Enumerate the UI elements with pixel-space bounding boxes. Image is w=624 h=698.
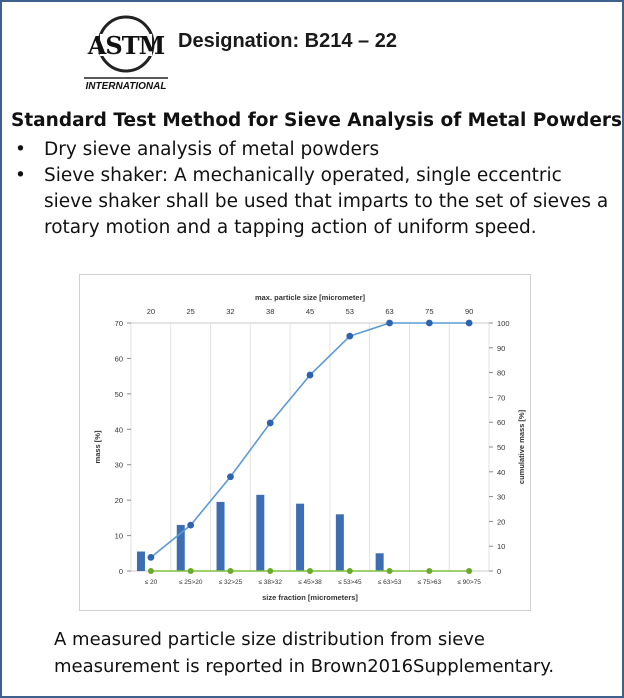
y2-tick-label: 50 bbox=[497, 443, 505, 452]
astm-logo: ASTM INTERNATIONAL bbox=[80, 14, 172, 92]
x2-tick-label: 45 bbox=[306, 307, 314, 316]
y2-tick-label: 80 bbox=[497, 369, 505, 378]
x-tick-label: ≤ 32>25 bbox=[219, 579, 243, 586]
x2-tick-label: 63 bbox=[385, 307, 393, 316]
logo-subtext: INTERNATIONAL bbox=[86, 81, 167, 92]
bar bbox=[136, 551, 145, 571]
zero-point bbox=[227, 568, 234, 574]
y-tick-label: 20 bbox=[115, 496, 123, 505]
y-axis-label: mass [%] bbox=[93, 430, 102, 463]
bar bbox=[296, 503, 305, 571]
y2-tick-label: 40 bbox=[497, 468, 505, 477]
x2-axis-label: max. particle size [micrometer] bbox=[255, 293, 366, 302]
y-tick-label: 70 bbox=[115, 319, 123, 328]
cumulative-point bbox=[386, 319, 393, 327]
zero-point bbox=[267, 568, 274, 574]
bullet-list: • Dry sieve analysis of metal powders • … bbox=[11, 137, 616, 241]
zero-point bbox=[426, 568, 433, 574]
zero-point bbox=[147, 568, 154, 574]
bar bbox=[375, 553, 384, 571]
sieve-chart: 0 10 20 30 40 50 60 70 0 10 20 30 40 50 60 70 80 90 100 ≤ 2… bbox=[79, 274, 531, 611]
x2-tick-label: 25 bbox=[186, 307, 194, 316]
bullet-dot-icon: • bbox=[15, 165, 26, 186]
sieve-chart-svg: 0 10 20 30 40 50 60 70 0 10 20 30 40 50 60 70 80 90 100 ≤ 2… bbox=[93, 293, 526, 602]
y2-tick-label: 100 bbox=[497, 319, 510, 328]
x-tick-label: ≤ 75>63 bbox=[418, 579, 442, 586]
cumulative-point bbox=[306, 371, 314, 379]
caption-text: A measured particle size distribution fr… bbox=[54, 629, 555, 677]
cumulative-point bbox=[465, 319, 473, 327]
x-tick-label: ≤ 25>20 bbox=[179, 579, 203, 586]
y-tick-label: 30 bbox=[115, 461, 123, 470]
x-tick-label: ≤ 63>53 bbox=[378, 579, 402, 586]
y-tick-label: 50 bbox=[115, 390, 123, 399]
cumulative-point bbox=[425, 319, 433, 327]
y2-tick-label: 60 bbox=[497, 418, 505, 427]
x-tick-label: ≤ 53>45 bbox=[338, 579, 362, 586]
cumulative-point bbox=[266, 419, 274, 427]
bullet-item-dry-sieve: • Dry sieve analysis of metal powders bbox=[11, 137, 616, 163]
zero-point bbox=[466, 568, 473, 574]
bar bbox=[335, 514, 344, 571]
bar bbox=[216, 501, 225, 571]
zero-point bbox=[307, 568, 313, 574]
page-title: Standard Test Method for Sieve Analysis … bbox=[11, 110, 623, 131]
x2-tick-label: 90 bbox=[465, 307, 473, 316]
zero-point bbox=[386, 568, 393, 574]
y2-tick-label: 30 bbox=[497, 493, 505, 502]
svg-text:ASTM: ASTM bbox=[87, 31, 165, 60]
bar bbox=[256, 494, 265, 571]
bullet-text: Dry sieve analysis of metal powders bbox=[44, 139, 380, 160]
x-axis-label: size fraction [micrometers] bbox=[262, 593, 358, 602]
zero-point bbox=[187, 568, 194, 574]
y2-tick-label: 90 bbox=[497, 344, 505, 353]
x2-tick-label: 32 bbox=[226, 307, 234, 316]
y2-tick-label: 70 bbox=[497, 393, 505, 402]
x-tick-label: ≤ 38>32 bbox=[258, 579, 282, 586]
y-tick-label: 0 bbox=[119, 567, 123, 576]
x2-tick-label: 75 bbox=[425, 307, 433, 316]
designation-label: Designation: B214 – 22 bbox=[178, 30, 397, 52]
astm-logo-graphic: ASTM INTERNATIONAL bbox=[84, 15, 168, 92]
x-tick-label: ≤ 20 bbox=[145, 579, 158, 586]
bullet-dot-icon: • bbox=[15, 139, 26, 160]
x-tick-label: ≤ 45>38 bbox=[298, 579, 322, 586]
y2-axis-label: cumulative mass [%] bbox=[517, 409, 526, 484]
y-tick-label: 60 bbox=[115, 354, 123, 363]
cumulative-point bbox=[227, 473, 234, 481]
x-tick-label: ≤ 90>75 bbox=[457, 579, 481, 586]
x2-tick-label: 53 bbox=[346, 307, 354, 316]
x2-tick-label: 38 bbox=[266, 307, 274, 316]
cumulative-point bbox=[147, 553, 155, 561]
y2-tick-label: 10 bbox=[497, 542, 505, 551]
zero-point bbox=[346, 568, 353, 574]
bar bbox=[176, 524, 185, 571]
cumulative-line bbox=[150, 322, 470, 558]
y-tick-label: 10 bbox=[115, 532, 123, 541]
y2-tick-label: 0 bbox=[497, 567, 501, 576]
x2-tick-label: 20 bbox=[147, 307, 155, 316]
bullet-item-sieve-shaker: • Sieve shaker: A mechanically operated,… bbox=[11, 163, 616, 241]
y2-tick-label: 20 bbox=[497, 517, 505, 526]
bullet-text: Sieve shaker: A mechanically operated, s… bbox=[44, 165, 609, 238]
y-tick-label: 40 bbox=[115, 425, 123, 434]
cumulative-point bbox=[187, 521, 195, 529]
cumulative-point bbox=[346, 332, 354, 340]
